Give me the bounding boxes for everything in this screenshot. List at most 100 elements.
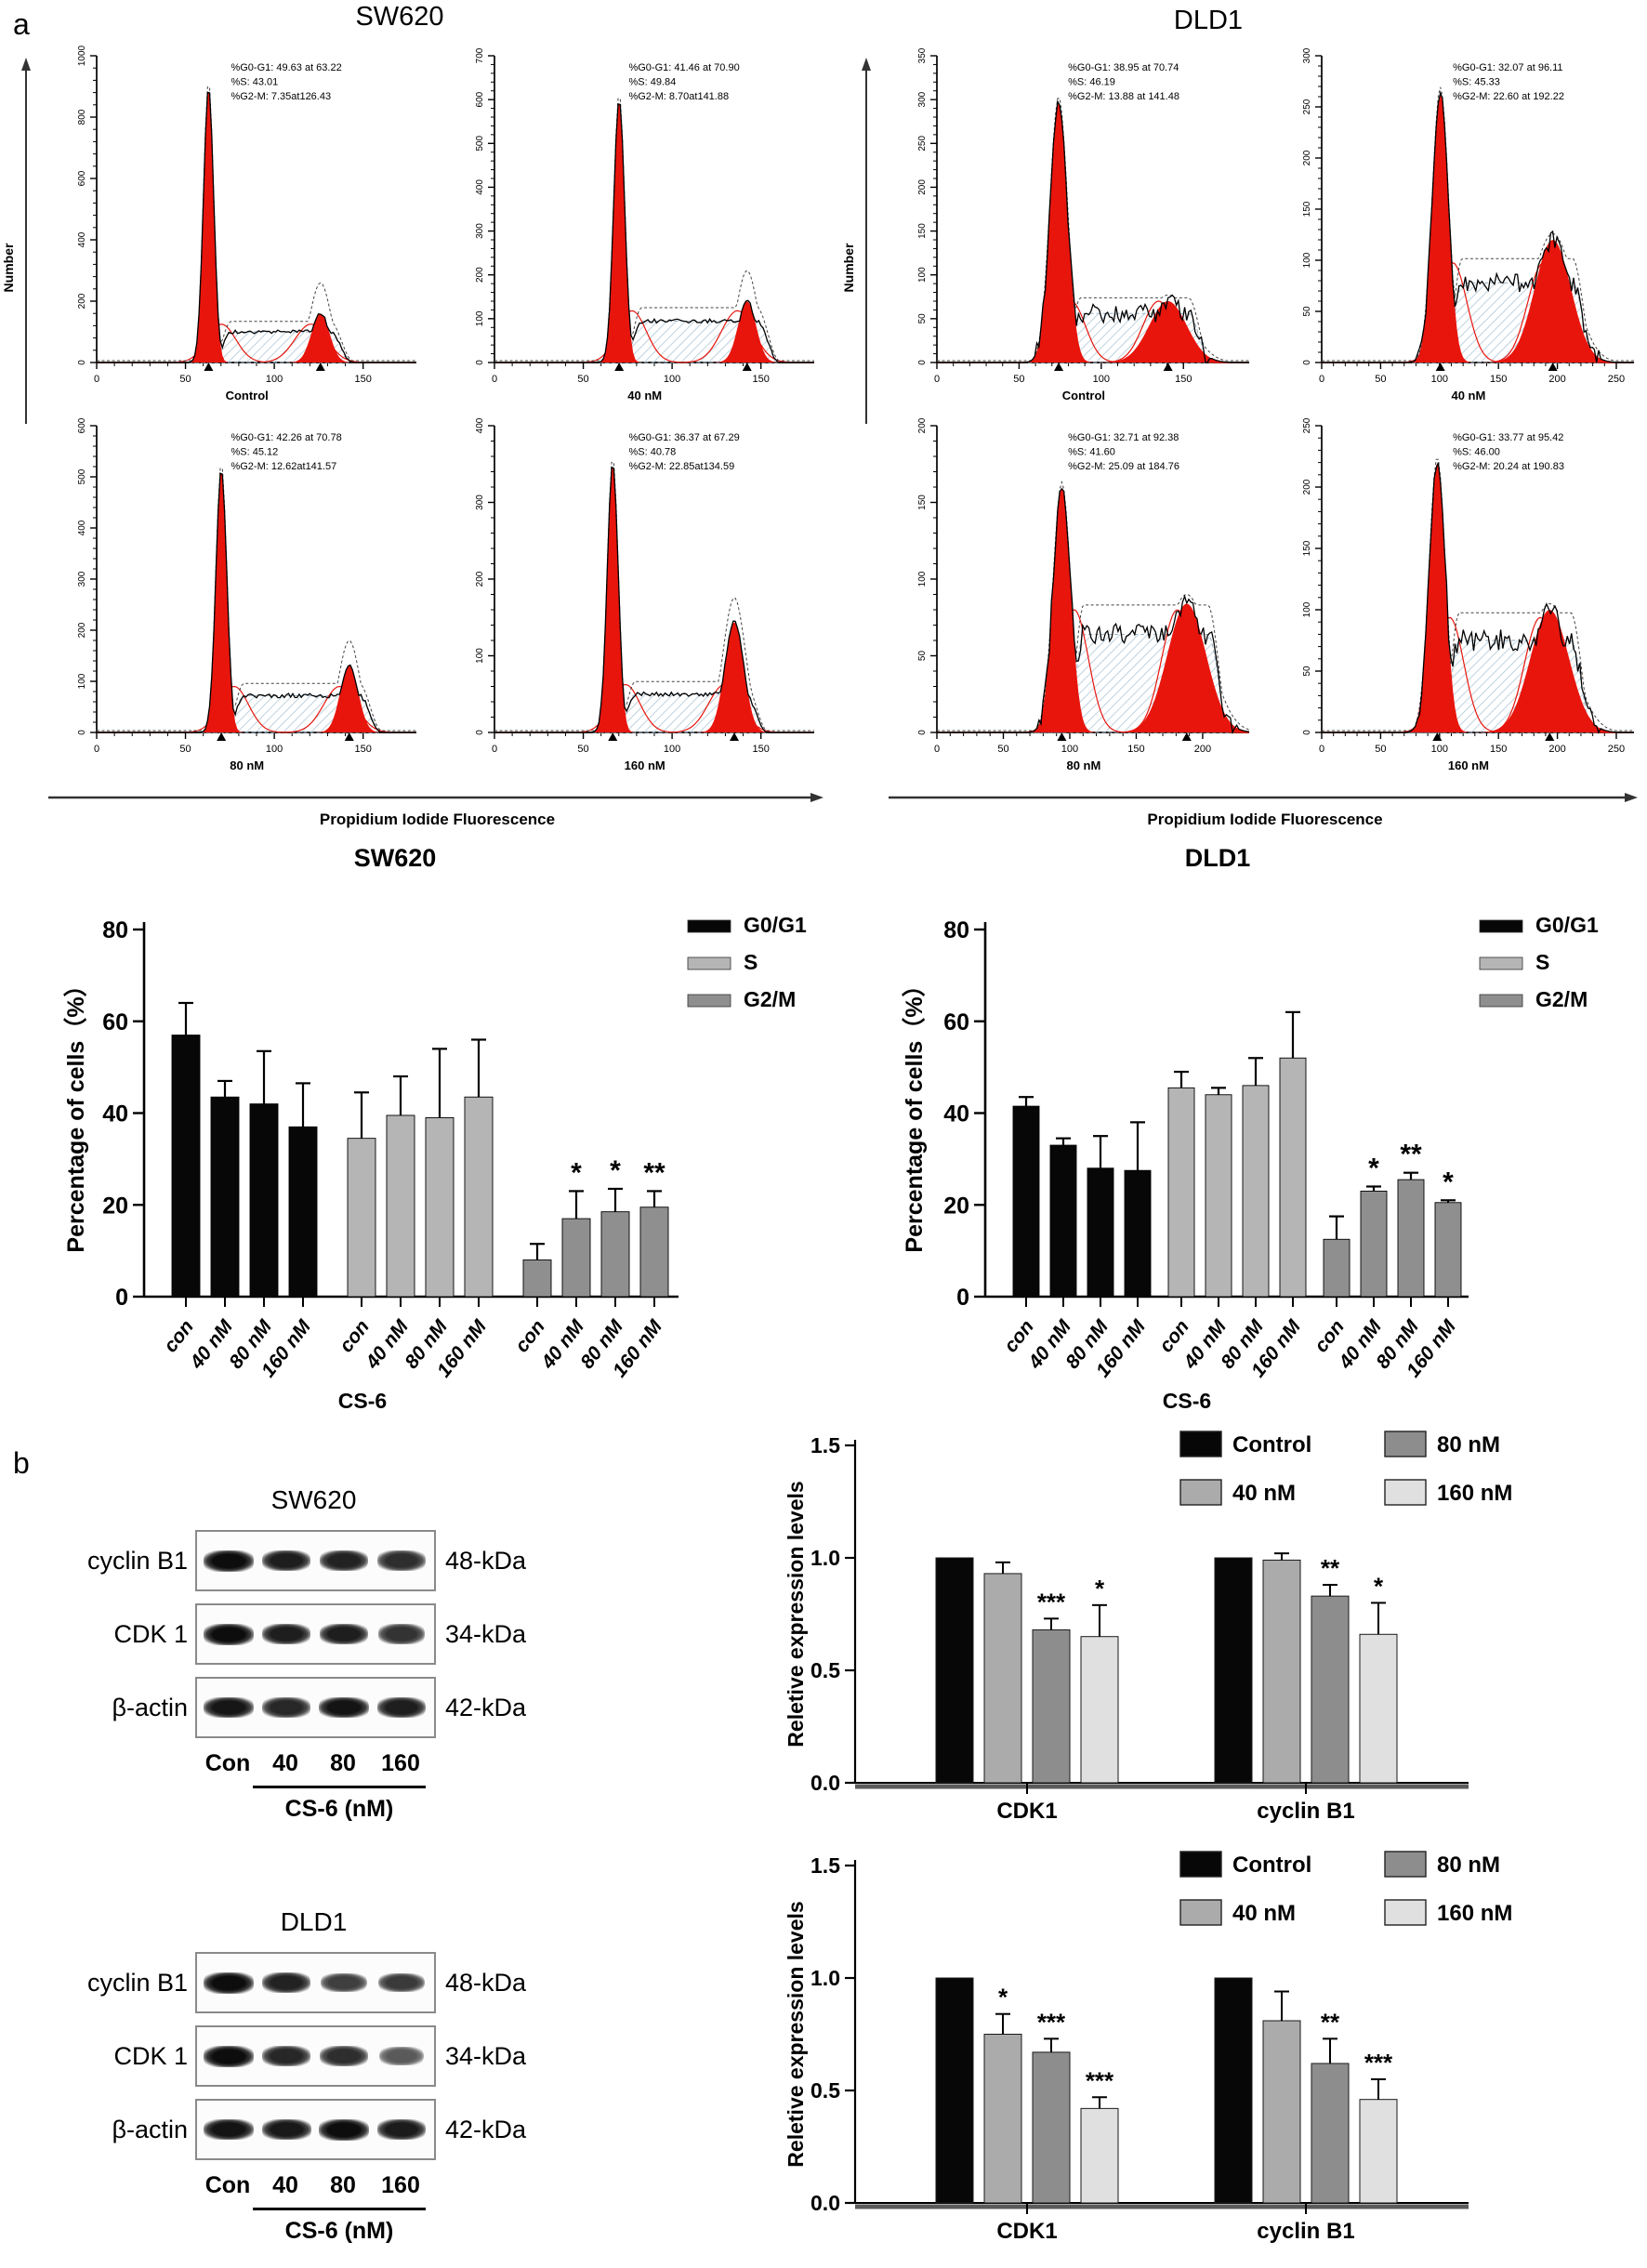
flow-stats-line: %G0-G1: 42.26 at 70.78 — [231, 432, 341, 443]
text-label: 700 — [475, 47, 485, 63]
histogram-outline — [97, 472, 416, 733]
text-label: 200 — [1302, 150, 1312, 165]
significance-marker: * — [1374, 1572, 1384, 1600]
flow-panel-160nm: 0 100 200 300 400 0 50 100 150 160 nM %G0-G1: 36.3… — [475, 417, 814, 772]
text-label: 400 — [475, 417, 485, 433]
protein-band — [377, 1550, 426, 1571]
marker-triangle — [1435, 363, 1445, 371]
y-axis-label: Percentage of cells（%） — [62, 973, 89, 1252]
legend-label: S — [744, 950, 758, 974]
text-label: 250 — [1608, 374, 1625, 385]
blot-row-cyclinB1: cyclin B1 48-kDa — [37, 1530, 799, 1591]
bar-S-80nM — [1242, 1085, 1270, 1298]
y-axis-label: Reletive expression levels — [784, 1901, 808, 2167]
text-label: 0 — [492, 744, 497, 755]
molecular-weight-label: 48-kDa — [445, 1968, 527, 1997]
text-label: 100 — [664, 744, 680, 755]
significance-marker: ** — [643, 1157, 665, 1188]
significance-marker: * — [571, 1157, 582, 1188]
text-label: 150 — [1302, 540, 1312, 556]
protein-band — [376, 2118, 427, 2141]
bar-S-con — [1167, 1087, 1195, 1298]
text-label: 100 — [1302, 601, 1312, 617]
dashed-outline — [1322, 86, 1634, 362]
bar-G0G1-80nM — [249, 1103, 279, 1298]
legend-swatch — [1479, 956, 1523, 970]
text-label: 80 — [943, 917, 969, 943]
text-label: 50 — [1302, 666, 1312, 677]
marker-triangle — [608, 732, 618, 741]
flow-panel-160nm: 0 50 100 150 200 250 0 50 100 150 200 250 160 nM %G0-… — [1302, 417, 1634, 772]
flow-stats-line: %G2-M: 25.09 at 184.76 — [1068, 461, 1179, 472]
marker-triangle — [1057, 732, 1067, 741]
text-label: 0 — [475, 360, 485, 365]
g1-peak — [97, 92, 416, 363]
text-label: 250 — [917, 136, 928, 152]
text-label: 50 — [1302, 306, 1312, 317]
bar-CDK1-Control — [935, 1557, 974, 1784]
text-label: 0.5 — [810, 1658, 840, 1682]
bar-G2M-con — [522, 1259, 552, 1298]
marker-triangle — [1432, 732, 1443, 741]
molecular-weight-label: 34-kDa — [445, 2041, 527, 2070]
dashed-outline — [937, 480, 1250, 732]
number-label: Number — [841, 243, 856, 292]
number-axis: Number — [841, 58, 871, 424]
significance-marker: ** — [1321, 2008, 1340, 2036]
text-label: 100 — [917, 571, 928, 587]
x-axis-label: CS-6 — [338, 1389, 387, 1413]
significance-marker: * — [998, 1984, 1008, 2011]
text-label: 200 — [1302, 479, 1312, 494]
bar-CDK1-160nM — [1080, 1636, 1119, 1784]
protein-band — [262, 2046, 310, 2066]
treatment-label: CS-6 (nM) — [284, 1796, 394, 1822]
text-label: 150 — [1175, 374, 1192, 385]
legend-swatch — [1479, 919, 1523, 933]
fluorescence-axis-arrow — [48, 793, 824, 802]
legend-swatch — [687, 919, 731, 933]
marker-triangle — [742, 363, 752, 371]
blot-lane-box — [195, 2025, 436, 2087]
bar-cyclinB1-160nM — [1359, 2099, 1398, 2204]
lane-label: 40 — [272, 1750, 298, 1776]
legend-label: 40 nM — [1232, 1901, 1296, 1926]
protein-band — [261, 1623, 311, 1645]
histogram-outline — [494, 103, 814, 363]
x-category-label: 40 nM — [537, 1316, 589, 1374]
text-label: 250 — [1302, 417, 1312, 433]
bar-cyclinB1-Control — [1214, 1557, 1253, 1784]
bar-G0G1-40nM — [1049, 1144, 1077, 1298]
flow-panel-name: Control — [226, 389, 269, 402]
text-label: 100 — [475, 648, 485, 664]
text-label: 500 — [475, 136, 485, 152]
text-label: 20 — [102, 1193, 128, 1219]
molecular-weight-label: 34-kDa — [445, 1619, 527, 1648]
text-label: 60 — [943, 1009, 969, 1035]
dashed-outline — [937, 98, 1249, 362]
flow-stats-line: %S: 43.01 — [231, 77, 278, 88]
text-label: 200 — [475, 267, 485, 283]
g2-peak — [937, 603, 1249, 732]
bar-G0G1-con — [171, 1035, 201, 1298]
text-label: 150 — [917, 223, 928, 239]
fluorescence-axis-arrow — [889, 793, 1638, 802]
text-label: 50 — [1013, 374, 1024, 385]
text-label: 0 — [1319, 744, 1324, 755]
text-label: 50 — [917, 651, 928, 662]
flow-panel-40nm: 0 50 100 150 200 250 300 0 50 100 150 200 250 40 nM %G… — [1302, 47, 1634, 402]
text-label: 0 — [1302, 360, 1312, 365]
significance-marker: *** — [1037, 1588, 1066, 1615]
legend-label: G0/G1 — [744, 913, 807, 937]
text-label: 100 — [1061, 744, 1078, 755]
x-axis-label-dld1: Propidium Iodide Fluorescence — [1147, 811, 1383, 828]
flow-stats-line: %G2-M: 20.24 at 190.83 — [1453, 461, 1564, 472]
lane-label: 40 — [272, 2172, 298, 2198]
flow-stats-line: %G0-G1: 49.63 at 63.22 — [231, 62, 341, 73]
legend-label: Control — [1232, 1432, 1311, 1457]
legend-label: 40 nM — [1232, 1481, 1296, 1506]
text-label: 200 — [77, 622, 87, 638]
text-label: 50 — [917, 313, 928, 324]
protein-label: CDK 1 — [113, 2041, 188, 2070]
flow-stats-line: %S: 45.33 — [1453, 77, 1500, 88]
